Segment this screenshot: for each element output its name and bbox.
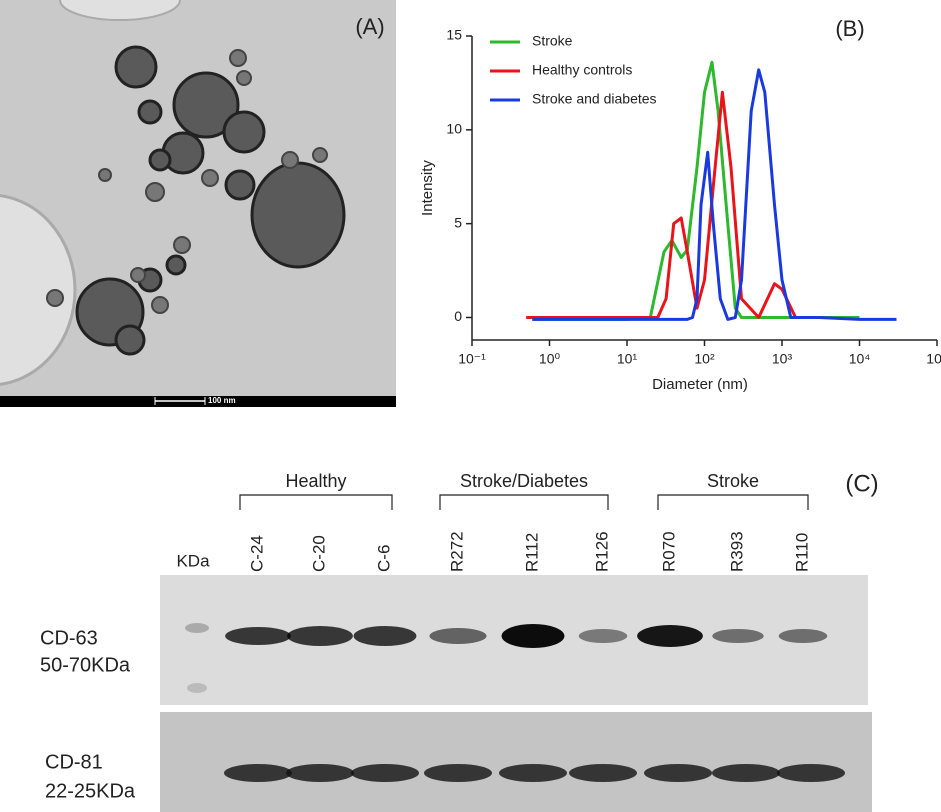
band — [501, 624, 565, 648]
lane-label: C-6 — [374, 545, 393, 572]
series-line — [526, 90, 819, 319]
y-tick-label: 15 — [446, 27, 462, 43]
band — [424, 764, 492, 782]
group-label: Stroke — [707, 471, 759, 491]
blot-name: CD-63 — [40, 627, 98, 649]
band — [224, 764, 292, 782]
band — [286, 764, 354, 782]
series-line — [532, 68, 897, 321]
size-distribution-chart: (B) Diameter (nm) Intensity 10⁻¹ 10⁰ 10¹ 10… — [419, 16, 941, 393]
y-tick-label: 5 — [454, 214, 462, 230]
group-label: Stroke/Diabetes — [460, 471, 588, 491]
lane-label: C-24 — [247, 535, 266, 572]
x-tick-label: 10⁴ — [849, 351, 871, 367]
panel-label: (A) — [355, 14, 384, 39]
x-tick-label: 10⁰ — [539, 351, 561, 367]
legend-label: Healthy controls — [532, 62, 632, 78]
y-axis-title: Intensity — [419, 160, 436, 216]
band — [225, 627, 291, 645]
blot-size: 22-25KDa — [45, 780, 136, 802]
band — [712, 629, 764, 643]
group-bracket — [239, 494, 393, 510]
lane-label: R070 — [659, 531, 678, 572]
blot-size: 50-70KDa — [40, 654, 131, 676]
band — [578, 629, 628, 643]
group-label: Healthy — [285, 471, 346, 491]
lane-label: R110 — [792, 533, 811, 572]
band — [351, 764, 419, 782]
x-tick-label: 10⁻¹ — [458, 351, 486, 367]
x-axis-title: Diameter (nm) — [652, 376, 748, 393]
band — [429, 628, 487, 644]
scale-bar-label: 100 nm — [208, 396, 236, 405]
lane-label: R126 — [592, 531, 611, 572]
lane-label: R272 — [447, 531, 466, 572]
legend-label: Stroke — [532, 33, 573, 49]
band — [353, 626, 417, 646]
x-tick-label: 10² — [694, 351, 715, 367]
group-bracket — [657, 494, 809, 510]
lane-label: R393 — [727, 531, 746, 572]
series-line — [532, 60, 860, 321]
legend-label: Stroke and diabetes — [532, 91, 657, 107]
x-tick-label: 10¹ — [617, 351, 638, 367]
band — [777, 764, 845, 782]
panel-label: (C) — [845, 470, 878, 497]
y-tick-label: 0 — [454, 308, 462, 324]
band — [637, 625, 703, 647]
x-tick-label: 10⁵ — [926, 351, 941, 367]
lane-label: C-20 — [309, 535, 328, 572]
lane-label: R112 — [522, 533, 541, 572]
band — [778, 629, 828, 643]
marker-label: KDa — [176, 551, 210, 570]
y-tick-label: 10 — [446, 121, 462, 137]
tem-image — [0, 0, 396, 407]
band — [499, 764, 567, 782]
band — [569, 764, 637, 782]
band — [712, 764, 780, 782]
band — [644, 764, 712, 782]
group-bracket — [439, 494, 609, 510]
x-tick-label: 10³ — [772, 351, 793, 367]
panel-label: (B) — [835, 16, 864, 41]
blot-name: CD-81 — [45, 751, 103, 773]
band — [287, 626, 353, 646]
